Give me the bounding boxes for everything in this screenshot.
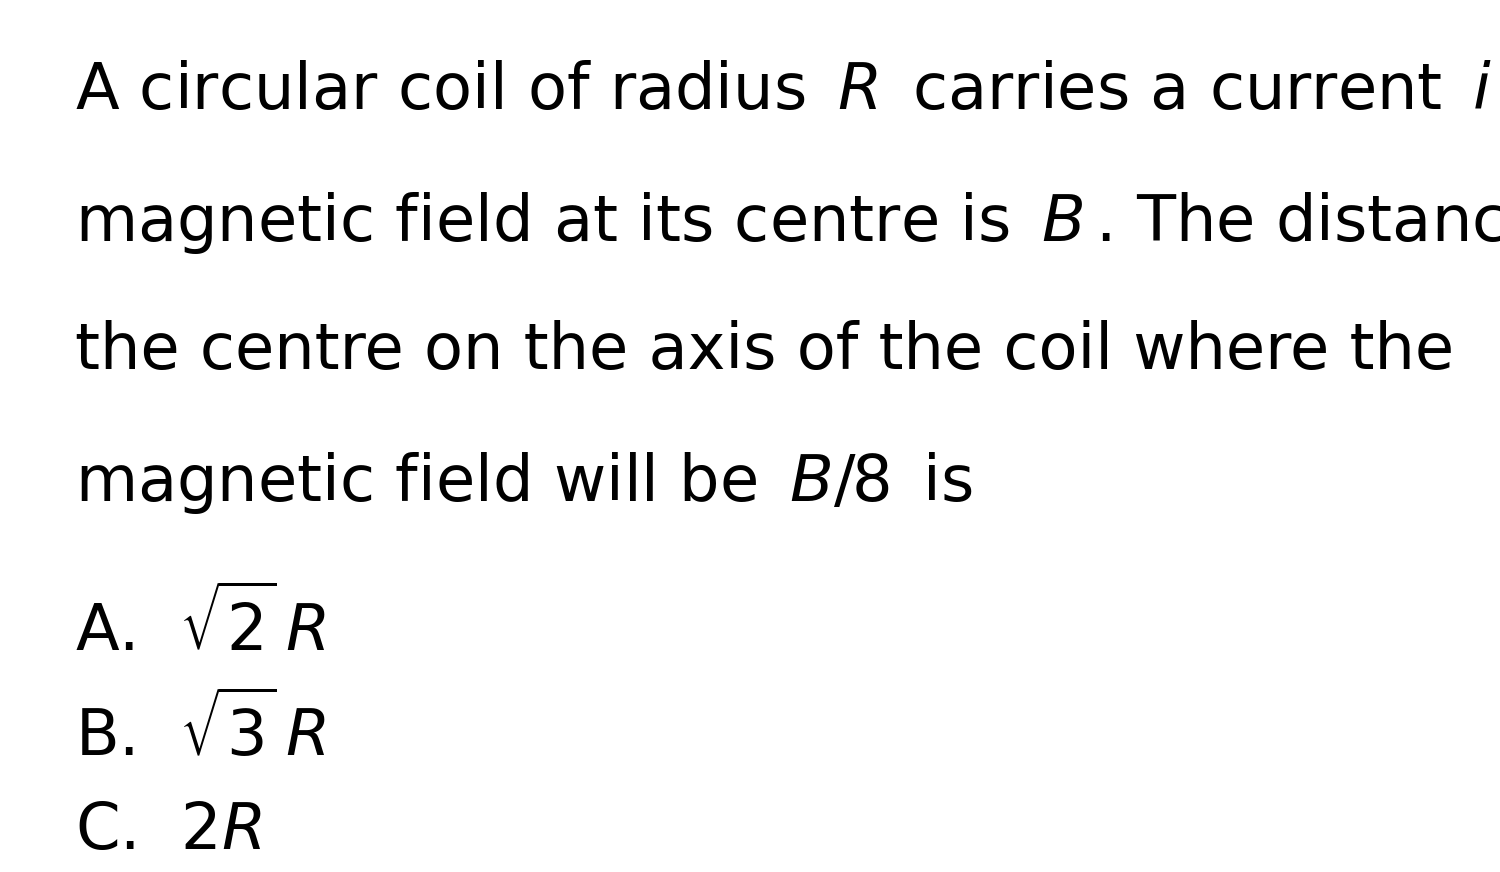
Text: B.  $\sqrt{3}\,R$: B. $\sqrt{3}\,R$: [75, 695, 326, 770]
Text: A circular coil of radius $\,R\,$ carries a current $\,i\,$. The: A circular coil of radius $\,R\,$ carrie…: [75, 60, 1500, 122]
Text: A.  $\sqrt{2}\,R$: A. $\sqrt{2}\,R$: [75, 590, 326, 665]
Text: magnetic field will be $\,B/8\,$ is: magnetic field will be $\,B/8\,$ is: [75, 450, 974, 516]
Text: magnetic field at its centre is $\,B\,$. The distance from: magnetic field at its centre is $\,B\,$.…: [75, 190, 1500, 256]
Text: C.  $2R$: C. $2R$: [75, 800, 261, 862]
Text: the centre on the axis of the coil where the: the centre on the axis of the coil where…: [75, 320, 1454, 382]
